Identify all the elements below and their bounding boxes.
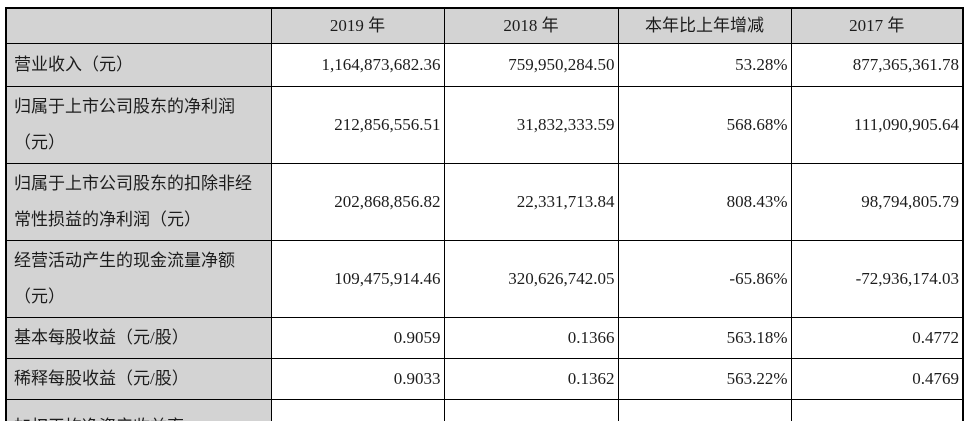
header-year-2019: 2019 年 <box>270 7 445 44</box>
cell-value: 98,794,805.79 <box>790 163 964 241</box>
row-label: 归属于上市公司股东的净利润（元） <box>5 86 272 164</box>
cell-value: 563.18% <box>617 317 792 359</box>
cell-value: 22,331,713.84 <box>443 163 619 241</box>
cell-value: 0.9033 <box>270 358 445 400</box>
header-empty-cell <box>5 7 272 44</box>
cell-value: 0.1366 <box>443 317 619 359</box>
cell-value: -72,936,174.03 <box>790 240 964 318</box>
row-label: 经营活动产生的现金流量净额（元） <box>5 240 272 318</box>
table-row-diluted-eps: 稀释每股收益（元/股） 0.9033 0.1362 563.22% 0.4769 <box>5 358 964 400</box>
table-row-net-profit-excl-nonrecurring: 归属于上市公司股东的扣除非经常性损益的净利润（元） 202,868,856.82… <box>5 163 964 241</box>
table-row-net-profit: 归属于上市公司股东的净利润（元） 212,856,556.51 31,832,3… <box>5 86 964 164</box>
table-row-weighted-avg-roe: 加权平均净资产收益率 17.22% 2.81% 14.41% 10.69% <box>5 399 964 421</box>
cell-value: 53.28% <box>617 43 792 87</box>
header-yoy-change: 本年比上年增减 <box>617 7 792 44</box>
cell-value: 111,090,905.64 <box>790 86 964 164</box>
cell-value: 14.41% <box>617 399 792 421</box>
table-row-operating-revenue: 营业收入（元） 1,164,873,682.36 759,950,284.50 … <box>5 43 964 87</box>
row-label: 稀释每股收益（元/股） <box>5 358 272 400</box>
cell-value: 31,832,333.59 <box>443 86 619 164</box>
cell-value: 202,868,856.82 <box>270 163 445 241</box>
row-label: 加权平均净资产收益率 <box>5 399 272 421</box>
header-row: 2019 年 2018 年 本年比上年增减 2017 年 <box>5 7 964 44</box>
cell-value: 0.4772 <box>790 317 964 359</box>
cell-value: 1,164,873,682.36 <box>270 43 445 87</box>
header-year-2018: 2018 年 <box>443 7 619 44</box>
cell-value: 2.81% <box>443 399 619 421</box>
cell-value: 320,626,742.05 <box>443 240 619 318</box>
table-row-basic-eps: 基本每股收益（元/股） 0.9059 0.1366 563.18% 0.4772 <box>5 317 964 359</box>
header-year-2017: 2017 年 <box>790 7 964 44</box>
cell-value: 17.22% <box>270 399 445 421</box>
financial-summary-table: 2019 年 2018 年 本年比上年增减 2017 年 营业收入（元） 1,1… <box>5 7 964 421</box>
cell-value: 563.22% <box>617 358 792 400</box>
table-row-operating-cash-flow: 经营活动产生的现金流量净额（元） 109,475,914.46 320,626,… <box>5 240 964 318</box>
row-label: 营业收入（元） <box>5 43 272 87</box>
row-label: 基本每股收益（元/股） <box>5 317 272 359</box>
cell-value: 877,365,361.78 <box>790 43 964 87</box>
cell-value: 109,475,914.46 <box>270 240 445 318</box>
cell-value: 10.69% <box>790 399 964 421</box>
row-label: 归属于上市公司股东的扣除非经常性损益的净利润（元） <box>5 163 272 241</box>
cell-value: 759,950,284.50 <box>443 43 619 87</box>
cell-value: 568.68% <box>617 86 792 164</box>
cell-value: 212,856,556.51 <box>270 86 445 164</box>
cell-value: 808.43% <box>617 163 792 241</box>
cell-value: 0.1362 <box>443 358 619 400</box>
cell-value: 0.9059 <box>270 317 445 359</box>
cell-value: -65.86% <box>617 240 792 318</box>
cell-value: 0.4769 <box>790 358 964 400</box>
